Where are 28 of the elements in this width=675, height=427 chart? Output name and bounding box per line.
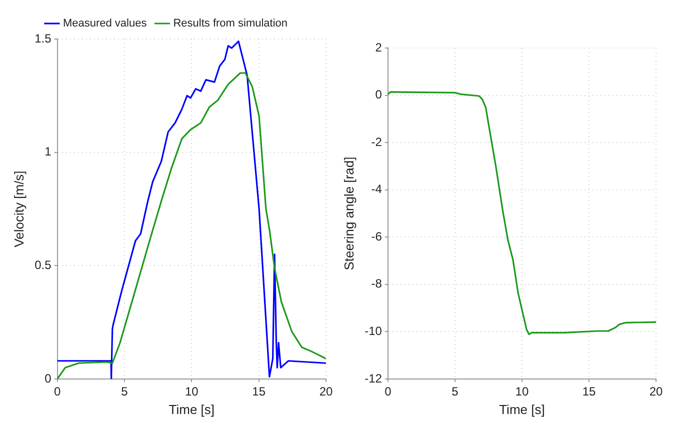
y-axis-title: Steering angle [rad] [341, 156, 356, 270]
x-tick-label: 15 [252, 384, 266, 399]
y-tick-label: 0 [375, 88, 382, 102]
x-axis-title: Time [s] [168, 402, 215, 417]
y-tick-label: -4 [371, 182, 382, 196]
y-tick-label: -8 [371, 276, 382, 291]
x-tick-label: 15 [582, 384, 596, 399]
x-tick-label: 20 [649, 384, 663, 399]
x-tick-label: 10 [515, 384, 529, 399]
y-tick-label: -10 [364, 324, 382, 338]
x-tick-label: 5 [452, 384, 459, 399]
x-axis-title: Time [s] [499, 402, 545, 417]
legend-label: Results from simulation [173, 18, 288, 30]
y-tick-label: -2 [371, 134, 382, 149]
x-tick-label: 0 [54, 384, 61, 399]
y-tick-label: -6 [371, 229, 382, 244]
y-tick-label: 0.5 [34, 258, 52, 272]
x-tick-label: 5 [121, 384, 128, 399]
y-tick-label: 2 [375, 40, 382, 54]
legend-label: Measured values [62, 18, 148, 30]
x-tick-label: 10 [184, 384, 199, 399]
y-tick-label: 0 [44, 371, 52, 386]
y-tick-label: -12 [364, 371, 382, 386]
x-tick-label: 0 [384, 384, 392, 399]
y-axis-title: Velocity [m/s] [11, 170, 26, 248]
y-tick-label: 1.5 [34, 31, 52, 46]
y-tick-label: 1 [44, 144, 52, 159]
x-tick-label: 20 [319, 384, 333, 399]
